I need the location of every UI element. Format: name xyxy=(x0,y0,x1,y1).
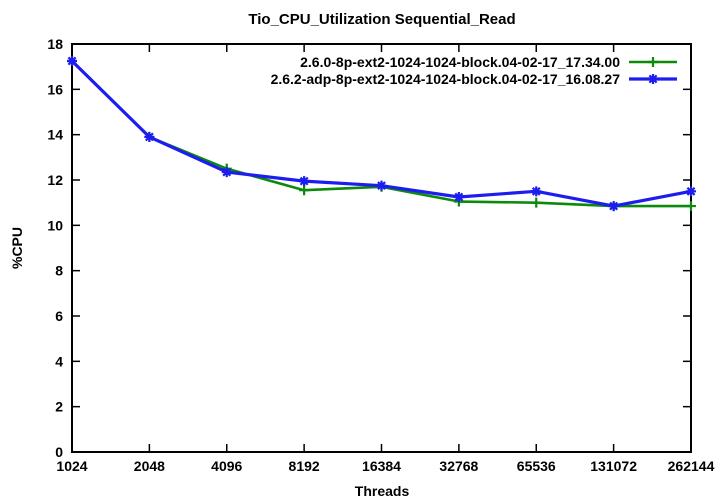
y-tick-label: 0 xyxy=(55,444,63,460)
x-tick-label: 16384 xyxy=(362,458,401,474)
y-tick-label: 16 xyxy=(47,81,63,97)
x-tick-label: 131072 xyxy=(590,458,637,474)
x-tick-label: 8192 xyxy=(289,458,320,474)
axis-ticks: 0 2 4 6 8 10 12 14 16 18 1024 2048 4096 8192 16384 3276… xyxy=(47,36,714,474)
x-tick-label: 262144 xyxy=(668,458,715,474)
x-axis-label: Threads xyxy=(355,483,410,499)
y-tick-label: 4 xyxy=(55,353,63,369)
x-tick-label: 4096 xyxy=(211,458,242,474)
y-tick-label: 18 xyxy=(47,36,63,52)
legend-marker-1 xyxy=(648,74,658,84)
legend-marker-0 xyxy=(648,57,658,67)
legend-label-262adp: 2.6.2-adp-8p-ext2-1024-1024-block.04-02-… xyxy=(271,71,621,87)
data-series xyxy=(67,56,696,212)
legend-samples xyxy=(629,57,677,84)
x-tick-label: 2048 xyxy=(134,458,165,474)
chart-title: Tio_CPU_Utilization Sequential_Read xyxy=(248,11,515,28)
x-tick-label: 65536 xyxy=(517,458,556,474)
series-markers-1 xyxy=(67,56,696,212)
x-tick-label: 1024 xyxy=(56,458,87,474)
legend-label-260: 2.6.0-8p-ext2-1024-1024-block.04-02-17_1… xyxy=(300,54,620,70)
plot-border xyxy=(71,43,692,453)
y-tick-label: 2 xyxy=(55,399,63,415)
y-tick-label: 8 xyxy=(55,263,63,279)
y-tick-label: 12 xyxy=(47,172,63,188)
y-axis-label: %CPU xyxy=(9,227,25,269)
plot-frame xyxy=(71,43,692,453)
y-tick-label: 10 xyxy=(47,217,63,233)
x-tick-label: 32768 xyxy=(439,458,478,474)
y-tick-label: 6 xyxy=(55,308,63,324)
y-tick-label: 14 xyxy=(47,127,63,143)
